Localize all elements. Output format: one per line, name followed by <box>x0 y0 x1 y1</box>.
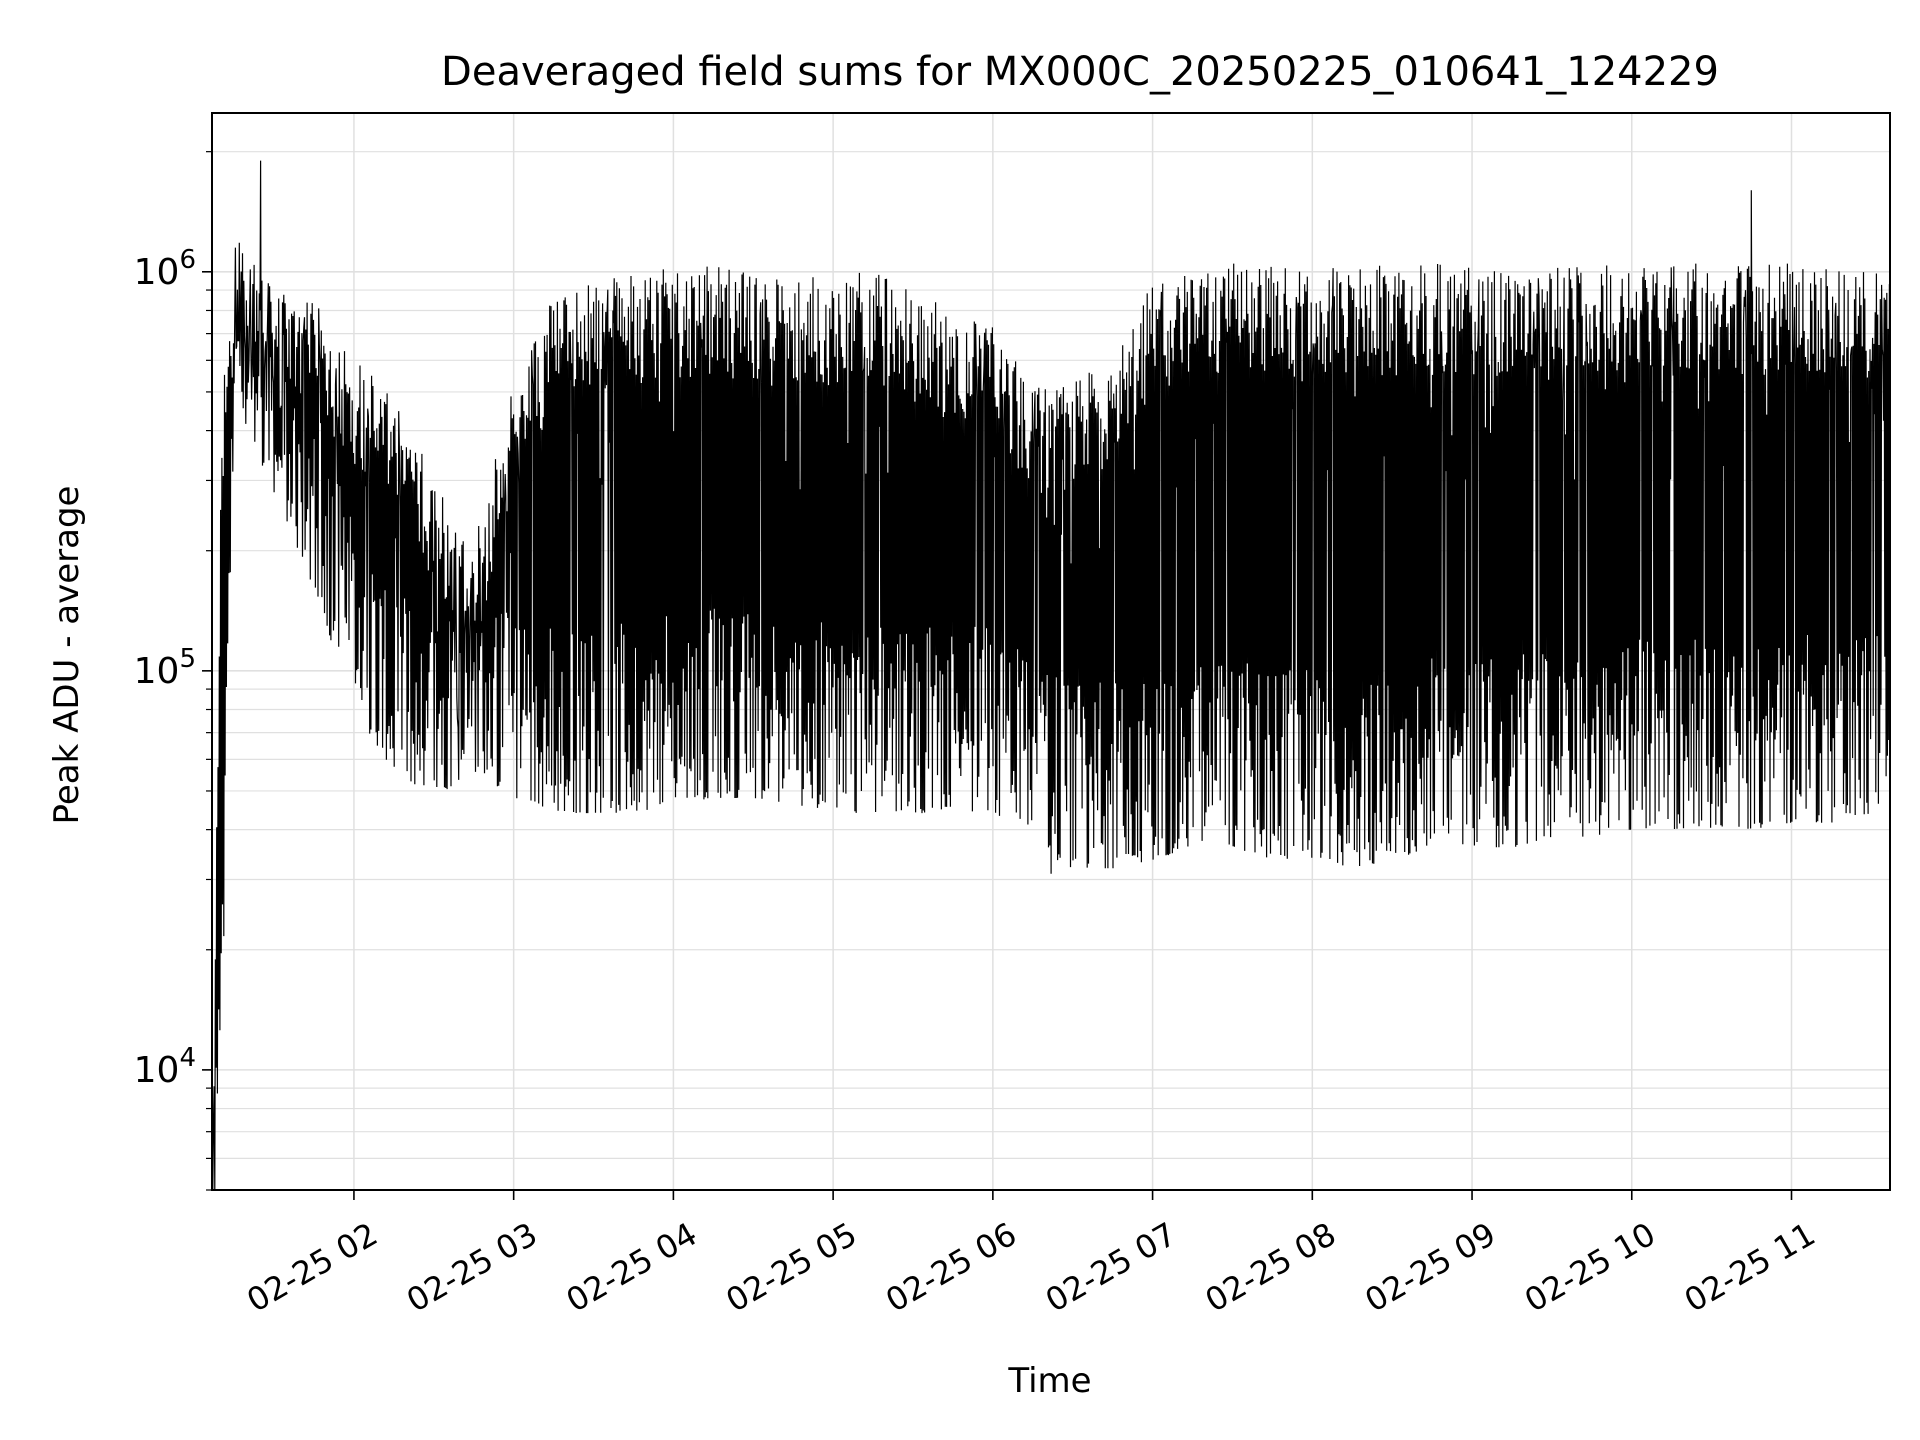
y-tick-label: 104 <box>134 1043 196 1091</box>
y-tick-label: 106 <box>134 245 196 293</box>
x-axis-label: Time <box>1007 1361 1091 1401</box>
series-path <box>212 160 1890 1190</box>
y-tick-label: 105 <box>134 644 196 692</box>
chart-title: Deaveraged field sums for MX000C_2025022… <box>441 49 1719 95</box>
plot-frame <box>211 112 1891 1191</box>
series-line <box>212 160 1890 1190</box>
y-axis: 104 105 106 <box>134 151 212 1191</box>
y-axis-label: Peak ADU - average <box>47 486 87 825</box>
